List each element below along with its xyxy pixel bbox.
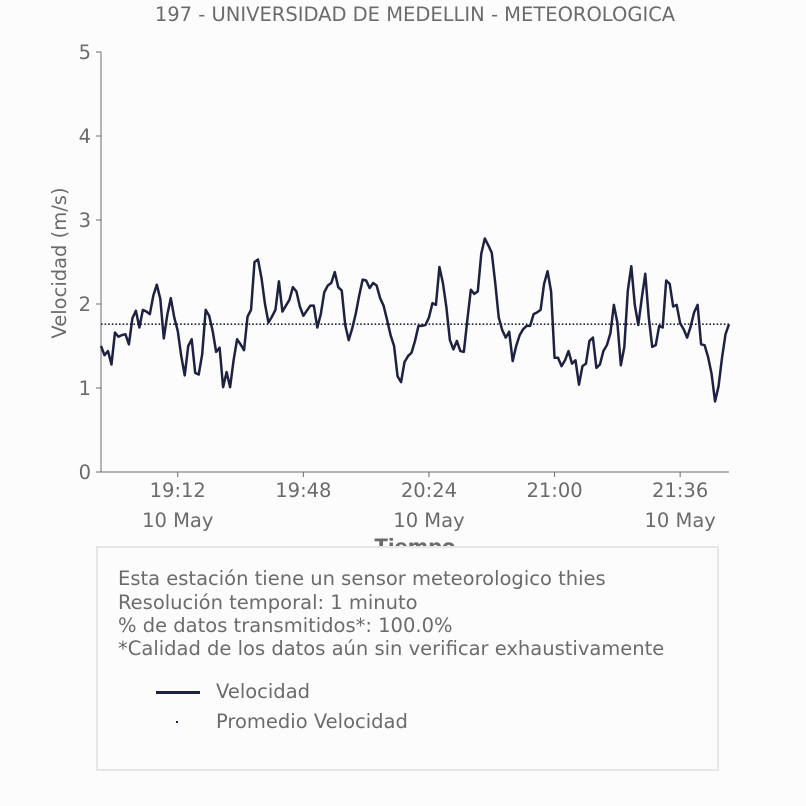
series-line-velocidad <box>99 237 731 403</box>
x-tick-date: 10 May <box>644 509 715 532</box>
y-tick-label: 3 <box>79 209 91 232</box>
y-axis: 0 1 2 3 4 5 <box>79 41 102 484</box>
plot-marks <box>99 237 731 403</box>
legend-label-velocidad: Velocidad <box>216 680 311 703</box>
legend-dot-marker <box>176 721 178 723</box>
legend-note-sensor: Esta estación tiene un sensor meteorolog… <box>118 567 606 590</box>
chart-title: 197 - UNIVERSIDAD DE MEDELLIN - METEOROL… <box>155 3 676 26</box>
legend-box: Esta estación tiene un sensor meteorolog… <box>96 546 719 771</box>
legend-note-quality: *Calidad de los datos aún sin verificar … <box>118 637 665 660</box>
legend-line-marker <box>156 691 200 694</box>
x-axis: 19:12 10 May 19:48 20:24 10 May 21:00 21:36 10 … <box>101 471 729 532</box>
x-tick-label: 19:48 <box>275 479 331 502</box>
legend-label-promedio: Promedio Velocidad <box>216 710 408 733</box>
legend-note-transmitted: % de datos transmitidos*: 100.0% <box>118 614 453 637</box>
y-tick-label: 4 <box>79 125 91 148</box>
x-tick-date: 10 May <box>393 509 464 532</box>
x-tick-label: 21:36 <box>652 479 708 502</box>
y-axis-label: Velocidad (m/s) <box>48 187 71 338</box>
x-tick-label: 21:00 <box>526 479 582 502</box>
y-tick-label: 0 <box>79 461 91 484</box>
y-tick-label: 2 <box>79 293 91 316</box>
legend-note-resolution: Resolución temporal: 1 minuto <box>118 591 418 614</box>
x-tick-label: 19:12 <box>150 479 206 502</box>
y-tick-label: 1 <box>79 377 91 400</box>
y-tick-label: 5 <box>79 41 91 64</box>
x-tick-date: 10 May <box>142 509 213 532</box>
x-tick-label: 20:24 <box>401 479 457 502</box>
